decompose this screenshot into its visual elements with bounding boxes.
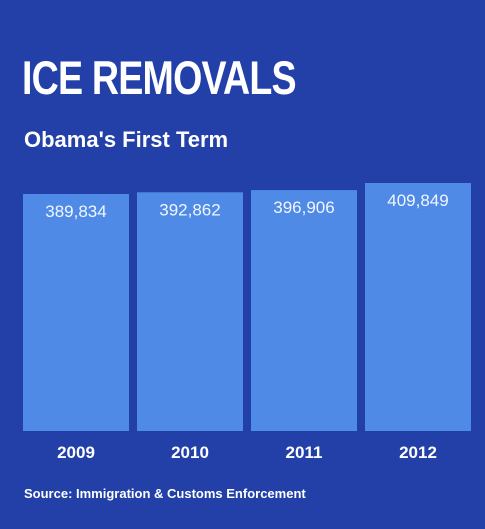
x-tick-label-2010: 2010	[171, 443, 209, 462]
x-tick-label-2009: 2009	[57, 443, 95, 462]
x-tick-label-2011: 2011	[286, 443, 323, 462]
bar-2010	[137, 192, 243, 431]
value-label-2010: 392,862	[159, 200, 220, 219]
chart-title: ICE REMOVALS	[22, 51, 297, 104]
x-tick-labels-group: 2009 2010 2011 2012	[57, 443, 437, 462]
value-label-2011: 396,906	[273, 198, 334, 217]
bars-group	[23, 183, 471, 431]
value-label-2009: 389,834	[45, 202, 106, 221]
bar-2009	[23, 194, 129, 431]
value-label-2012: 409,849	[387, 191, 448, 210]
bar-2012	[365, 183, 471, 431]
bar-2011	[251, 190, 357, 431]
x-tick-label-2012: 2012	[399, 443, 437, 462]
chart-subtitle: Obama's First Term	[24, 127, 229, 152]
source-note: Source: Immigration & Customs Enforcemen…	[24, 486, 306, 501]
value-labels-group: 389,834 392,862 396,906 409,849	[45, 191, 448, 221]
